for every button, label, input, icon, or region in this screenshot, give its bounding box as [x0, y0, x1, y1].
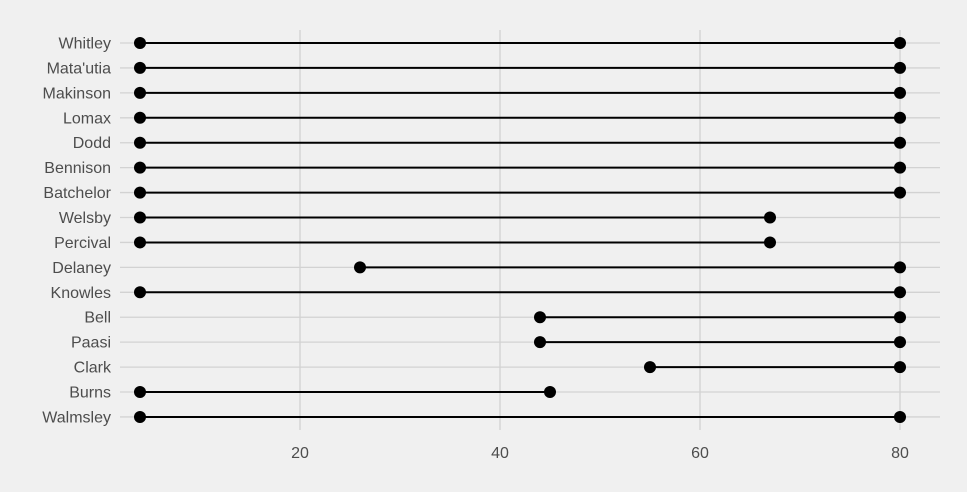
category-label: Dodd — [73, 135, 111, 152]
category-label: Makinson — [43, 85, 111, 102]
end-point — [894, 161, 906, 174]
x-tick-label: 60 — [691, 445, 709, 462]
x-tick-label: 20 — [291, 445, 309, 462]
start-point — [134, 61, 146, 74]
end-point — [544, 386, 556, 399]
category-label: Clark — [74, 360, 112, 377]
category-label: Percival — [54, 235, 111, 252]
start-point — [644, 361, 656, 374]
start-point — [134, 37, 146, 49]
x-axis-tick-labels: 20 40 60 80 — [291, 445, 909, 462]
end-point — [894, 86, 906, 99]
end-point — [894, 286, 906, 299]
end-point — [894, 37, 906, 49]
start-point — [134, 286, 146, 299]
end-point — [764, 211, 776, 224]
dumbbell-points — [134, 37, 906, 423]
category-label: Welsby — [59, 210, 111, 227]
dumbbell-segments — [140, 42, 900, 418]
category-label: Knowles — [51, 285, 111, 302]
category-label: Burns — [69, 385, 111, 402]
end-point — [764, 236, 776, 249]
start-point — [134, 211, 146, 224]
end-point — [894, 61, 906, 74]
category-axis-labels: Whitley Mata'utia Makinson Lomax Dodd Benniso… — [42, 36, 112, 427]
end-point — [894, 336, 906, 349]
end-point — [894, 261, 906, 274]
category-label: Whitley — [59, 36, 111, 53]
category-label: Batchelor — [43, 185, 111, 202]
category-label: Mata'utia — [47, 60, 112, 77]
start-point — [134, 236, 146, 249]
category-label: Walmsley — [42, 409, 111, 426]
category-label: Paasi — [71, 335, 111, 352]
start-point — [534, 336, 546, 349]
end-point — [894, 311, 906, 324]
start-point — [134, 186, 146, 199]
start-point — [134, 136, 146, 149]
category-label: Lomax — [63, 110, 111, 127]
start-point — [134, 386, 146, 399]
x-tick-label: 40 — [491, 445, 509, 462]
x-tick-label: 80 — [891, 445, 909, 462]
start-point — [134, 111, 146, 124]
category-label: Bennison — [44, 160, 111, 177]
end-point — [894, 410, 906, 423]
start-point — [354, 261, 366, 274]
end-point — [894, 136, 906, 149]
category-label: Delaney — [52, 260, 111, 277]
start-point — [134, 161, 146, 174]
end-point — [894, 361, 906, 374]
start-point — [134, 410, 146, 423]
start-point — [534, 311, 546, 324]
end-point — [894, 111, 906, 124]
start-point — [134, 86, 146, 99]
end-point — [894, 186, 906, 199]
category-label: Bell — [84, 310, 111, 327]
